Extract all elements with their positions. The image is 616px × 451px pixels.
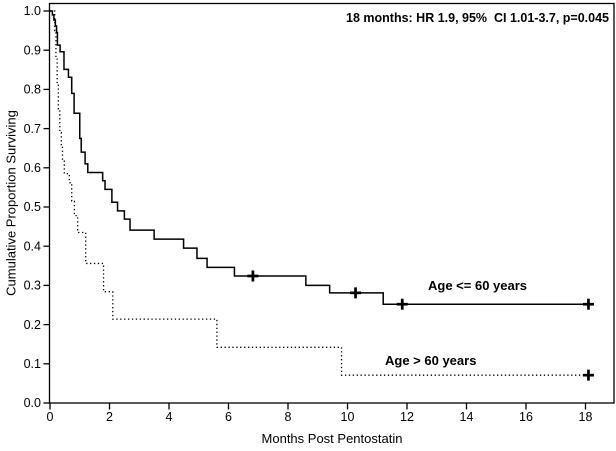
y-tick-label: 0.2 — [24, 318, 41, 332]
x-tick-label: 14 — [460, 410, 474, 424]
x-tick-label: 2 — [106, 410, 113, 424]
curve-age-60-years — [50, 10, 590, 305]
x-tick-label: 0 — [47, 410, 54, 424]
x-tick-label: 18 — [579, 410, 593, 424]
y-tick-label: 0.8 — [24, 83, 41, 97]
y-tick-label: 0.0 — [24, 396, 41, 410]
hazard-ratio-annotation: 18 months: HR 1.9, 95% CI 1.01-3.7, p=0.… — [346, 11, 609, 25]
curve-age-60-years — [50, 10, 590, 376]
x-tick-label: 10 — [341, 410, 355, 424]
series-label-age-gt-60: Age > 60 years — [385, 353, 477, 368]
y-tick-label: 0.6 — [24, 161, 41, 175]
x-tick-label: 6 — [225, 410, 232, 424]
y-tick-label: 0.5 — [24, 200, 41, 214]
x-tick-label: 8 — [285, 410, 292, 424]
y-tick-label: 0.1 — [24, 357, 41, 371]
x-tick-label: 16 — [519, 410, 533, 424]
y-tick-label: 0.7 — [24, 122, 41, 136]
y-tick-label: 1.0 — [24, 4, 41, 18]
x-tick-label: 4 — [166, 410, 173, 424]
x-tick-label: 12 — [400, 410, 414, 424]
y-axis-title: Cumulative Proportion Surviving — [3, 110, 19, 296]
y-tick-label: 0.3 — [24, 279, 41, 293]
y-tick-label: 0.9 — [24, 43, 41, 57]
plot-frame — [48, 2, 615, 404]
y-tick-label: 0.4 — [24, 239, 41, 253]
x-axis-title: Months Post Pentostatin — [261, 431, 403, 446]
series-label-age-le-60: Age <= 60 years — [428, 278, 528, 293]
